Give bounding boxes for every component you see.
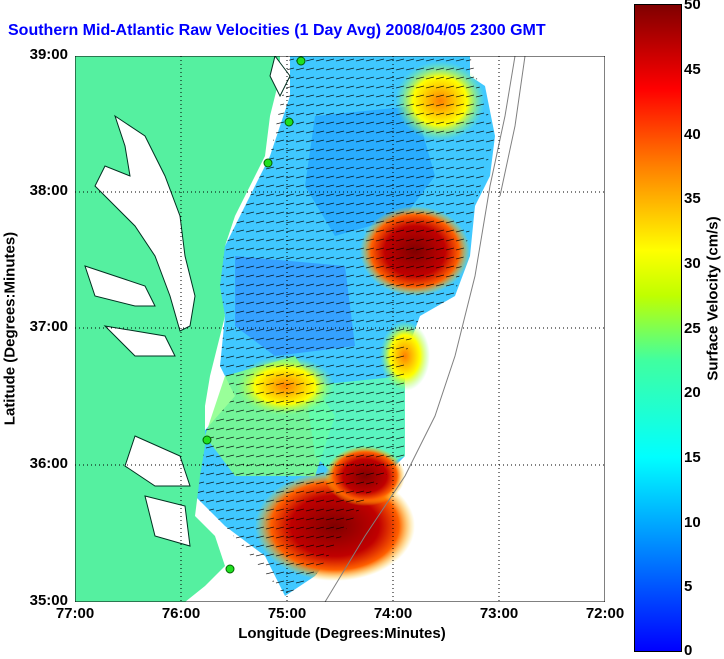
y-tick-label: 35:00	[29, 592, 68, 609]
colorbar-tick: 35	[684, 190, 701, 207]
colorbar	[634, 4, 682, 652]
x-tick-label: 77:00	[55, 605, 95, 622]
station-marker	[296, 56, 306, 66]
x-tick-label: 75:00	[267, 605, 307, 622]
station-marker	[225, 564, 235, 574]
station-marker	[263, 158, 273, 168]
x-axis-title: Longitude (Degrees:Minutes)	[238, 625, 446, 642]
y-axis-title: Latitude (Degrees:Minutes)	[1, 231, 19, 426]
colorbar-tick: 45	[684, 61, 701, 78]
colorbar-tick: 0	[684, 642, 693, 659]
y-tick-label: 39:00	[29, 46, 68, 63]
colorbar-tick: 30	[684, 255, 701, 272]
map-canvas	[75, 56, 605, 602]
y-tick-label: 38:00	[29, 182, 68, 199]
x-tick-label: 72:00	[585, 605, 625, 622]
chesapeake-bay	[94, 114, 196, 332]
velocity-arrows	[195, 56, 495, 596]
station-marker	[284, 117, 294, 127]
y-tick-label: 36:00	[29, 455, 68, 472]
grid-lines	[75, 56, 605, 602]
x-tick-label: 73:00	[479, 605, 519, 622]
map-plot-area[interactable]	[75, 56, 605, 602]
x-tick-label: 76:00	[161, 605, 201, 622]
colorbar-tick: 20	[684, 384, 701, 401]
x-tick-label: 74:00	[373, 605, 413, 622]
y-tick-label: 37:00	[29, 318, 68, 335]
colorbar-tick: 15	[684, 449, 701, 466]
colorbar-tick: 50	[684, 0, 701, 13]
colorbar-tick: 5	[684, 578, 693, 595]
station-marker	[202, 435, 212, 445]
colorbar-title: Surface Velocity (cm/s)	[704, 216, 722, 381]
colorbar-tick: 40	[684, 126, 701, 143]
colorbar-tick: 25	[684, 320, 701, 337]
map-title: Southern Mid-Atlantic Raw Velocities (1 …	[8, 22, 546, 39]
colorbar-tick: 10	[684, 514, 701, 531]
